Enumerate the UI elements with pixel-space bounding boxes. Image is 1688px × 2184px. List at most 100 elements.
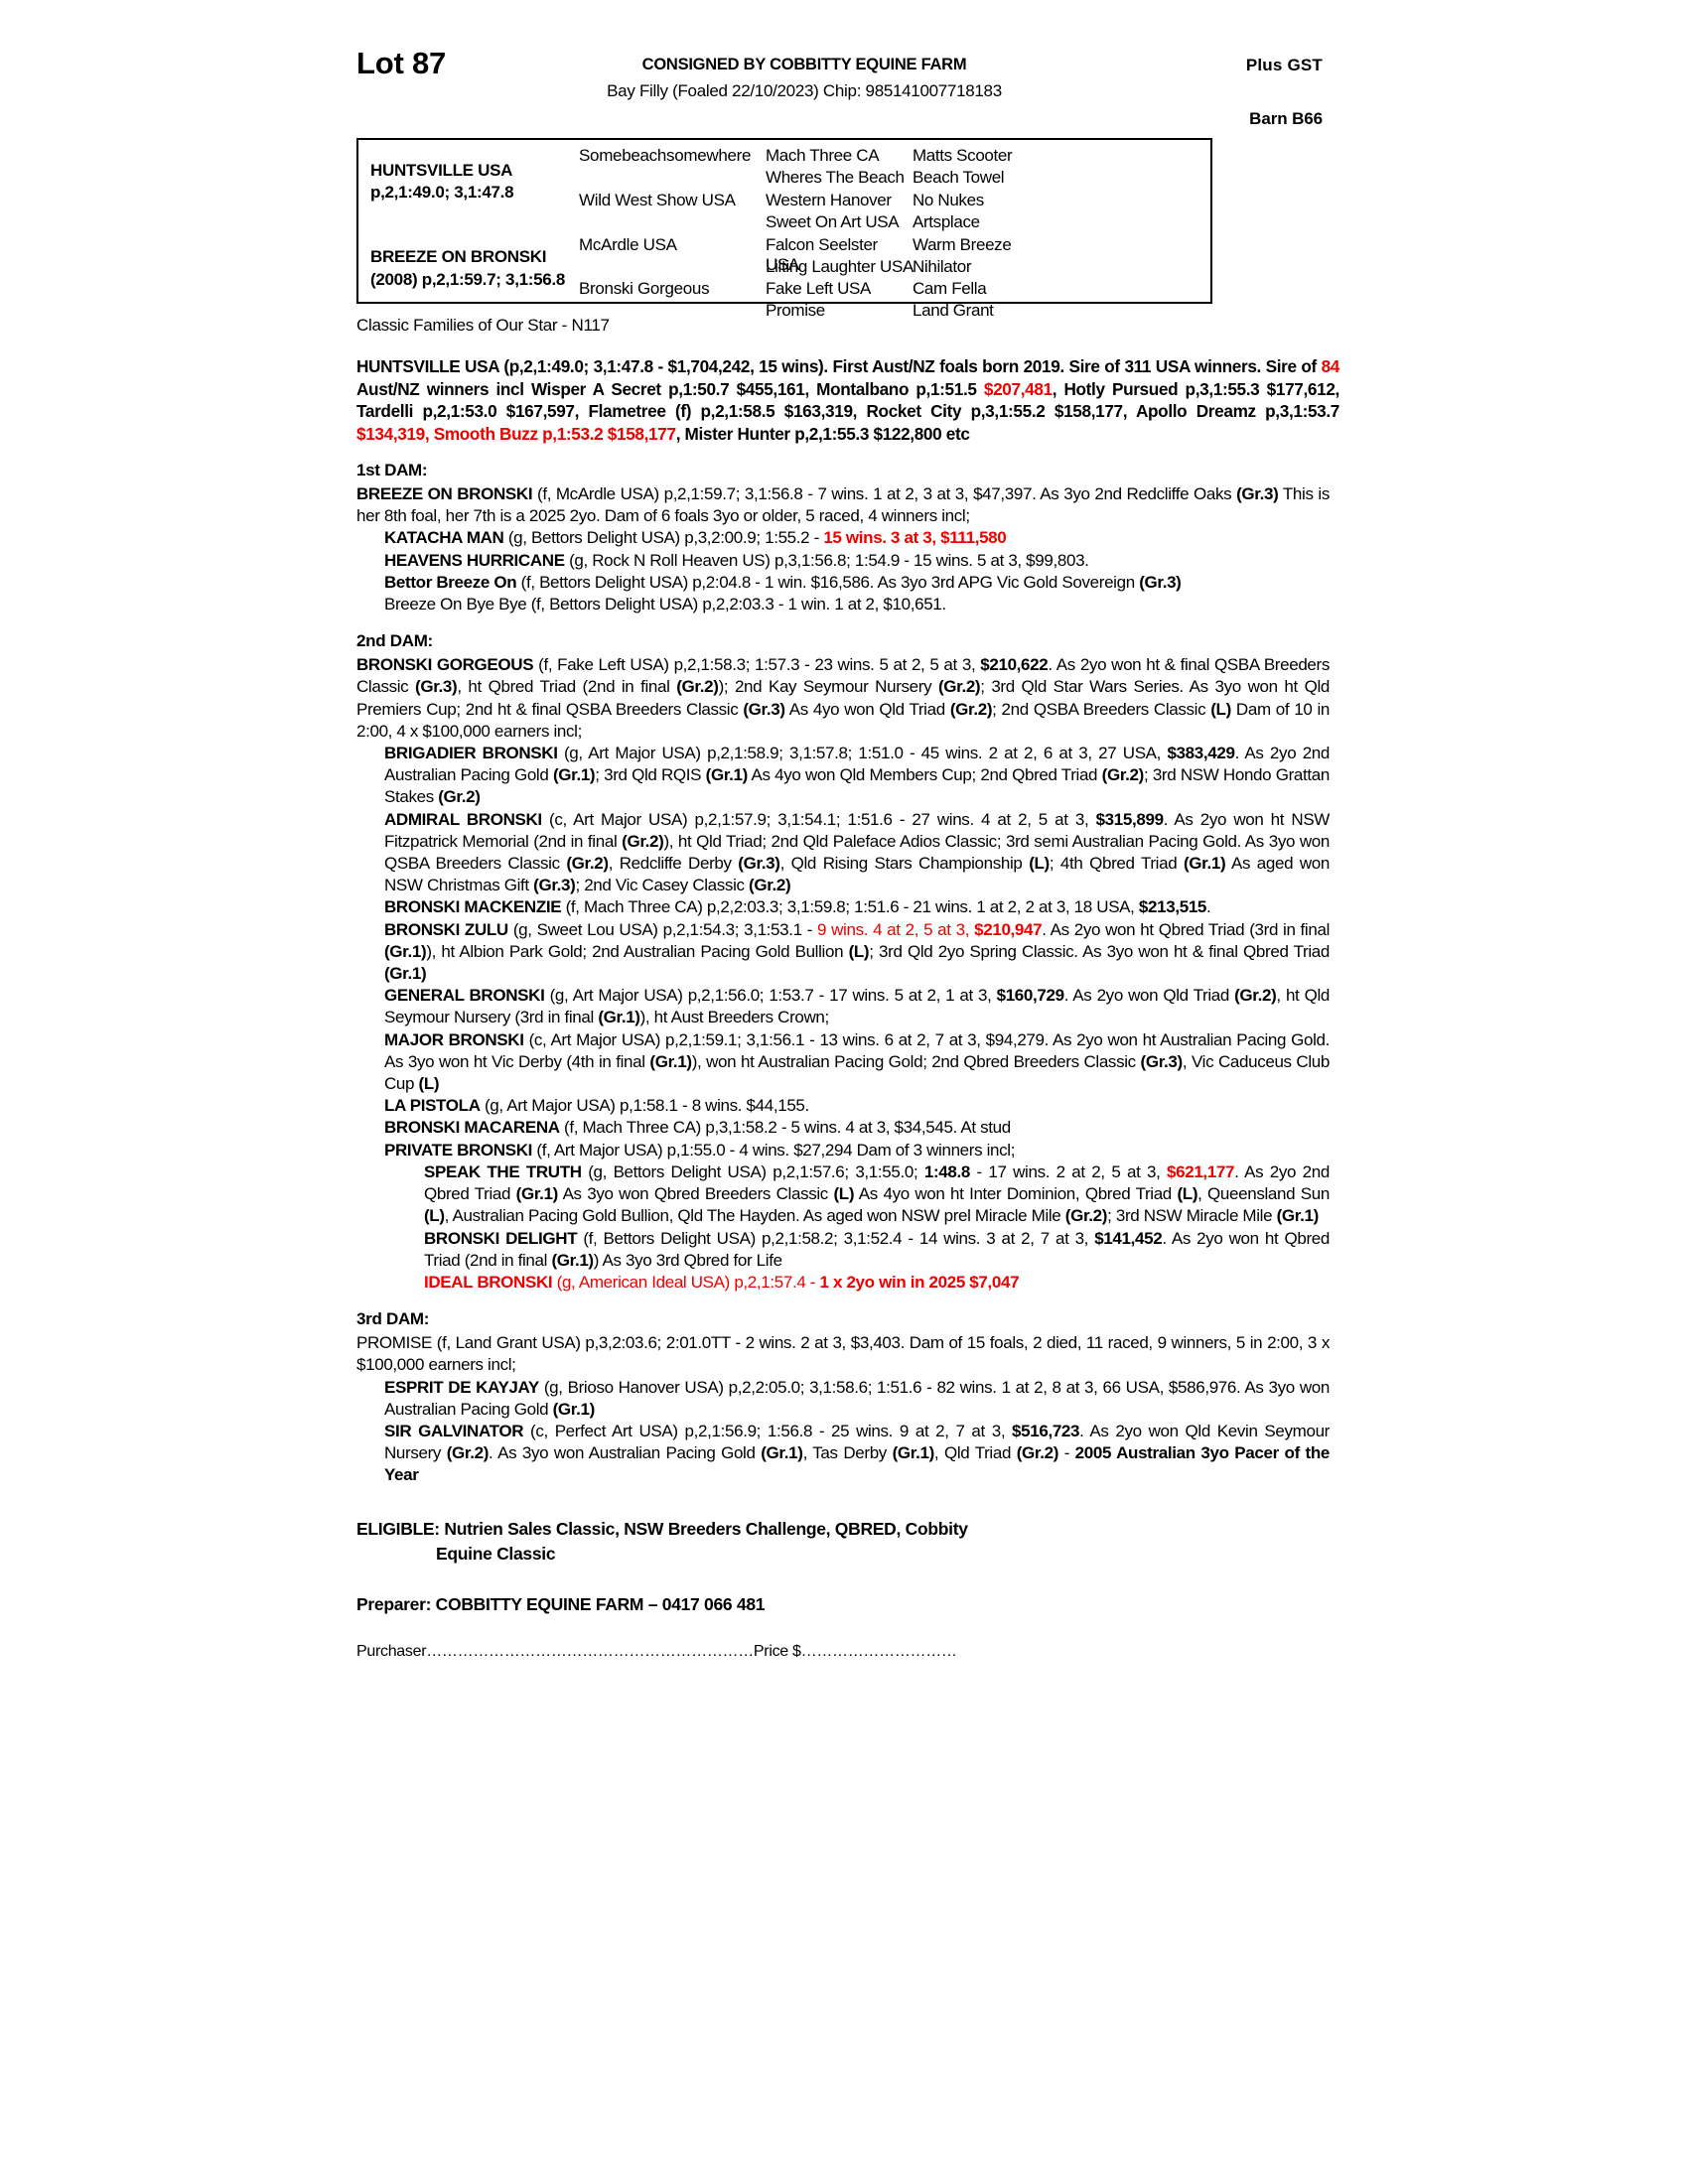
progeny-detail: (g, Art Major USA) p,1:58.1 - 8 wins. $4…: [480, 1096, 809, 1116]
pedigree-gen4-8: Land Grant: [913, 301, 994, 320]
pedigree-gen3-4: Sweet On Art USA: [766, 212, 900, 231]
progeny-name: MAJOR BRONSKI: [384, 1029, 524, 1049]
list-item: BRONSKI MACARENA (f, Mach Three CA) p,3,…: [356, 1117, 1330, 1139]
pedigree-gen4-4: Artsplace: [913, 212, 980, 231]
pedigree-gen3-6: Lilting Laughter USA: [766, 257, 914, 276]
pedigree-gen4-7: Cam Fella: [913, 279, 987, 298]
progeny-name: BRONSKI ZULU: [384, 919, 508, 939]
dam3-text: (f, Land Grant USA) p,3,2:03.6; 2:01.0TT…: [356, 1333, 1330, 1375]
list-item: BRIGADIER BRONSKI (g, Art Major USA) p,2…: [356, 743, 1330, 809]
progeny-name: PRIVATE BRONSKI: [384, 1140, 533, 1160]
pedigree-gen4-2: Beach Towel: [913, 168, 1005, 187]
page-inner: Lot 87 CONSIGNED BY COBBITTY EQUINE FARM…: [348, 40, 1340, 1661]
purchaser-price-line: Purchaser………………………………………………………Price $…………: [356, 1642, 957, 1660]
pedigree-gen4-6: Nihilator: [913, 257, 972, 276]
plus-gst-label: Plus GST: [1245, 56, 1323, 74]
pedigree-sire-name: HUNTSVILLE USA: [370, 161, 513, 180]
list-item: Breeze On Bye Bye (f, Bettors Delight US…: [356, 594, 1330, 615]
progeny-grade: (Gr.3): [1139, 572, 1182, 592]
list-item: LA PISTOLA (g, Art Major USA) p,1:58.1 -…: [356, 1095, 1330, 1117]
progeny-detail: (c, Art Major USA) p,2,1:57.9; 3,1:54.1;…: [384, 809, 1331, 895]
list-item: MAJOR BRONSKI (c, Art Major USA) p,2,1:5…: [356, 1029, 1330, 1096]
pedigree-gen3-5: Falcon Seelster USA: [766, 235, 878, 274]
pedigree-gen2-3: McArdle USA: [579, 235, 677, 254]
pedigree-gen4-1: Matts Scooter: [913, 146, 1013, 165]
progeny-detail: (f, Art Major USA) p,1:55.0 - 4 wins. $2…: [532, 1140, 1016, 1160]
sire-summary-line2b: Aust/NZ winners incl Wisper A Secret p,1…: [356, 378, 809, 399]
pedigree-gen2-1: Somebeachsomewhere: [579, 146, 752, 165]
list-item: HEAVENS HURRICANE (g, Rock N Roll Heaven…: [356, 550, 1330, 572]
progeny-name: HEAVENS HURRICANE: [384, 550, 565, 570]
sire-summary-line5b: , Mister Hunter p,2,1:55.3 $122,800 etc: [675, 423, 970, 444]
dam1-grade-a: (Gr.3): [1236, 484, 1279, 503]
dam3-heading: 3rd DAM:: [356, 1309, 430, 1329]
progeny-name: KATACHA MAN: [384, 528, 504, 548]
list-item: KATACHA MAN (g, Bettors Delight USA) p,3…: [356, 527, 1330, 549]
sire-winners-count: 84: [1321, 356, 1340, 376]
list-item-highlighted: IDEAL BRONSKI (g, American Ideal USA) p,…: [356, 1272, 1330, 1294]
pedigree-gen2-4: Bronski Gorgeous: [579, 279, 710, 298]
progeny-name: LA PISTOLA: [384, 1096, 481, 1116]
progeny-name: BRONSKI MACKENZIE: [384, 897, 562, 917]
progeny-name: IDEAL BRONSKI: [424, 1272, 553, 1292]
pedigree-gen3-8: Promise: [766, 301, 825, 320]
pedigree-gen4-3: No Nukes: [913, 191, 984, 209]
progeny-detail: (f, Bettors Delight USA) p,2,1:58.2; 3,1…: [424, 1228, 1330, 1270]
pedigree-gen3-3: Western Hanover: [766, 191, 892, 209]
dam3-main-entry: PROMISE (f, Land Grant USA) p,3,2:03.6; …: [356, 1332, 1330, 1376]
sire-summary-line1: HUNTSVILLE USA (p,2,1:49.0; 3,1:47.8 - $…: [356, 356, 1064, 376]
progeny-text: (f, Bettors Delight USA) p,2,2:03.3 - 1 …: [526, 595, 946, 614]
dam1-text-b: This is her 8th foal, her 7th is a 2025 …: [356, 484, 1330, 526]
list-item: ADMIRAL BRONSKI (c, Art Major USA) p,2,1…: [356, 809, 1330, 897]
eligible-line-2: Equine Classic: [436, 1543, 556, 1564]
page-header: Lot 87 CONSIGNED BY COBBITTY EQUINE FARM…: [348, 40, 1340, 128]
lot-number: Lot 87: [356, 46, 447, 80]
dam2-heading: 2nd DAM:: [356, 631, 433, 651]
progeny-detail: (g, Brioso Hanover USA) p,2,2:05.0; 3,1:…: [384, 1377, 1330, 1419]
progeny-red-stats: 1 x 2yo win in 2025 $7,047: [819, 1272, 1020, 1292]
progeny-detail: (f, Mach Three CA) p,3,1:58.2 - 5 wins. …: [559, 1118, 1011, 1138]
progeny-name: Bettor Breeze On: [384, 572, 517, 592]
pedigree-gen4-5: Warm Breeze: [913, 235, 1012, 254]
progeny-detail: (g, Art Major USA) p,2,1:58.9; 3,1:57.8;…: [384, 744, 1331, 807]
progeny-name: BRONSKI DELIGHT: [424, 1228, 578, 1248]
list-item: BRONSKI DELIGHT (f, Bettors Delight USA)…: [356, 1228, 1330, 1272]
consignor-line: CONSIGNED BY COBBITTY EQUINE FARM: [641, 56, 967, 73]
list-item: SIR GALVINATOR (c, Perfect Art USA) p,2,…: [356, 1421, 1330, 1487]
sire-summary-line4: Flametree (f) p,2,1:58.5 $163,319, Rocke…: [588, 401, 1340, 421]
sire-summary-line3b: , Hotly Pursued p,3,1:55.3 $177,612, Tar…: [356, 378, 1339, 422]
progeny-name: SIR GALVINATOR: [384, 1421, 524, 1440]
sire-summary-line3a: Montalbano p,1:51.5: [816, 378, 984, 399]
list-item: Bettor Breeze On (f, Bettors Delight USA…: [356, 572, 1330, 594]
eligible-line-1: ELIGIBLE: Nutrien Sales Classic, NSW Bre…: [356, 1518, 968, 1539]
classic-families-line: Classic Families of Our Star - N117: [356, 316, 610, 335]
dam1-heading: 1st DAM:: [356, 461, 428, 479]
progeny-detail: (g, Bettors Delight USA) p,2,1:57.6; 3,1…: [424, 1161, 1330, 1226]
list-item: SPEAK THE TRUTH (g, Bettors Delight USA)…: [356, 1161, 1330, 1228]
sire-summary-line2a: Sire of 311 USA winners. Sire of: [1068, 356, 1322, 376]
pedigree-dam-record: (2008) p,2,1:59.7; 3,1:56.8: [370, 270, 566, 289]
list-item: ESPRIT DE KAYJAY (g, Brioso Hanover USA)…: [356, 1377, 1330, 1421]
progeny-detail: (f, Mach Three CA) p,2,2:03.3; 3,1:59.8;…: [561, 897, 1211, 917]
progeny-name: SPEAK THE TRUTH: [424, 1161, 582, 1181]
progeny-detail: (c, Art Major USA) p,2,1:59.1; 3,1:56.1 …: [384, 1029, 1330, 1094]
pedigree-dam-name: BREEZE ON BRONSKI: [370, 247, 547, 266]
progeny-detail: (g, Art Major USA) p,2,1:56.0; 1:53.7 - …: [384, 986, 1330, 1027]
dam1-name: BREEZE ON BRONSKI: [356, 484, 533, 503]
pedigree-gen3-2: Wheres The Beach: [766, 168, 905, 187]
dam2-name: BRONSKI GORGEOUS: [356, 655, 534, 675]
dam3-name: PROMISE: [356, 1333, 432, 1353]
dam2-detail: (f, Fake Left USA) p,2,1:58.3; 1:57.3 - …: [356, 655, 1330, 741]
progeny-text: (g, American Ideal USA) p,2,1:57.4 -: [552, 1272, 820, 1292]
dam1-text-a: (f, McArdle USA) p,2,1:59.7; 3,1:56.8 - …: [532, 484, 1237, 503]
list-item: GENERAL BRONSKI (g, Art Major USA) p,2,1…: [356, 985, 1330, 1028]
progeny-name: BRONSKI MACARENA: [384, 1118, 560, 1138]
pedigree-gen2-2: Wild West Show USA: [579, 191, 736, 209]
list-item: BRONSKI MACKENZIE (f, Mach Three CA) p,2…: [356, 896, 1330, 918]
progeny-name: ESPRIT DE KAYJAY: [384, 1377, 539, 1397]
progeny-name: BRIGADIER BRONSKI: [384, 744, 558, 763]
progeny-text: (g, Rock N Roll Heaven US) p,3,1:56.8; 1…: [564, 550, 1089, 570]
sire-summary-red-tail: $134,319, Smooth Buzz p,1:53.2 $158,177: [356, 423, 676, 444]
progeny-text: (f, Bettors Delight USA) p,2:04.8 - 1 wi…: [516, 572, 1140, 592]
